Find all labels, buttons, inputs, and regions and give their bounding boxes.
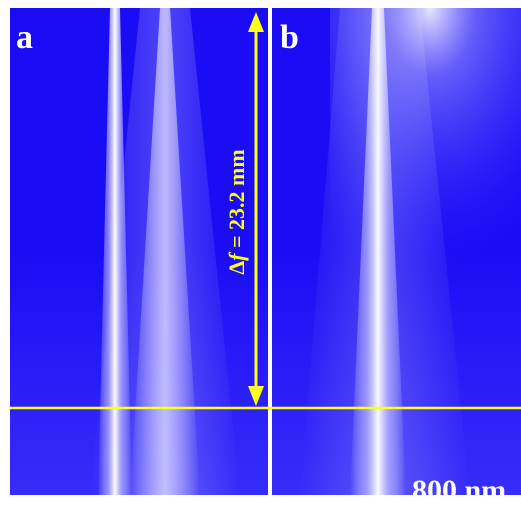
scale-bar <box>440 510 492 516</box>
annotation-prefix: Δ <box>224 261 249 275</box>
separator <box>268 8 272 495</box>
annotation: Δf = 23.2 mm <box>224 149 249 274</box>
scale-label: 800 nm <box>412 474 506 507</box>
panel-b: b <box>272 8 521 495</box>
figure: a b Δf = 23.2 mm 800 nm <box>0 0 521 520</box>
panel-label: b <box>280 19 299 56</box>
page: {"panels": [{"label": "a"}, {"label": "b… <box>0 0 521 520</box>
annotation-suffix: = 23.2 mm <box>224 149 249 253</box>
panel-label: a <box>16 19 33 56</box>
